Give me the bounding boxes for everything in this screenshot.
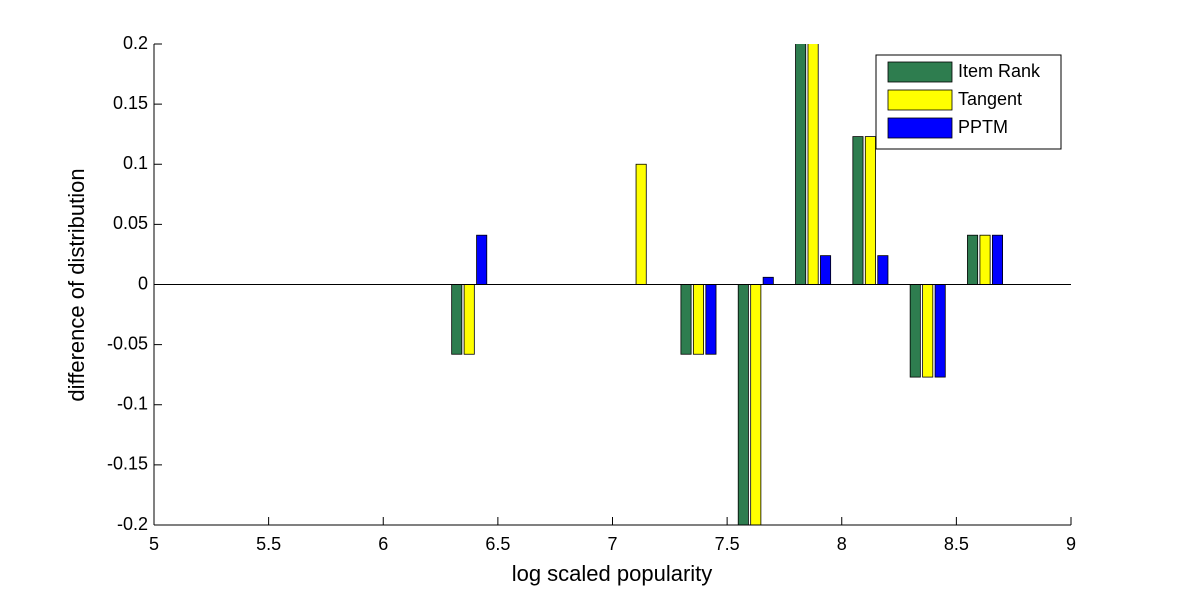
y-axis-label: difference of distribution [64,168,89,401]
y-tick-label: 0.1 [123,153,148,173]
bar [635,163,647,285]
x-tick-label: 5 [149,534,159,554]
x-tick-label: 7 [607,534,617,554]
bar [922,284,934,378]
plot-area [451,44,1003,525]
bar [737,284,749,525]
y-tick-label: -0.2 [117,514,148,534]
bar [991,234,1003,285]
legend-label: Item Rank [958,61,1041,81]
legend-swatch [887,117,953,139]
bar [451,284,463,355]
x-tick-label: 9 [1066,534,1076,554]
y-tick-label: -0.15 [107,454,148,474]
bar [934,284,946,378]
legend-label: PPTM [958,117,1008,137]
x-tick-label: 8 [837,534,847,554]
y-tick-label: 0.15 [113,93,148,113]
x-tick-label: 8.5 [944,534,969,554]
bar [705,284,717,355]
bar [877,255,889,285]
y-tick-label: 0 [138,273,148,293]
bar [909,284,921,378]
x-tick-label: 7.5 [715,534,740,554]
bar [463,284,475,355]
y-tick-label: -0.1 [117,394,148,414]
legend-label: Tangent [958,89,1022,109]
bar [820,255,832,285]
y-tick-label: -0.05 [107,333,148,353]
bar [762,276,774,285]
x-tick-label: 6.5 [485,534,510,554]
bar [750,284,762,525]
bar [692,284,704,355]
legend-swatch [887,61,953,83]
x-tick-label: 5.5 [256,534,281,554]
legend-swatch [887,89,953,111]
y-tick-label: 0.05 [113,213,148,233]
bar [979,234,991,285]
x-tick-label: 6 [378,534,388,554]
bar [807,44,819,285]
bar [476,234,488,285]
bar [795,44,807,285]
bar [967,234,979,285]
bar [864,136,876,285]
x-axis-label: log scaled popularity [512,561,713,586]
bar [680,284,692,355]
y-tick-label: 0.2 [123,33,148,53]
bar [852,136,864,285]
